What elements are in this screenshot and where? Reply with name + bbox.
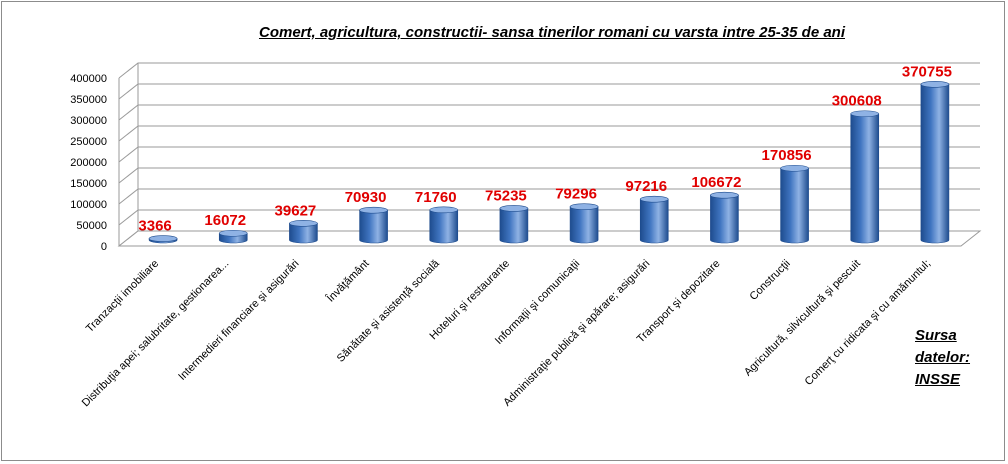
x-tick-label: Agricultură, silvicultură şi pescuit <box>742 258 863 379</box>
bar-top <box>289 220 318 227</box>
x-tick-label: Transport şi depozitare <box>635 258 723 346</box>
bar-top <box>499 205 529 212</box>
bar <box>850 113 880 244</box>
y-tick-label: 150000 <box>70 178 107 190</box>
data-label: 79296 <box>555 186 597 203</box>
bar <box>429 209 459 244</box>
x-tick-label: Distribuţia apei; salubritate, gestionar… <box>80 258 232 410</box>
y-tick-label: 50000 <box>76 220 107 232</box>
y-tick-label: 300000 <box>70 115 107 127</box>
y-tick-label: 400000 <box>70 73 107 85</box>
bar-top <box>780 164 809 172</box>
bar <box>499 208 529 244</box>
x-tick-label: Administraţie publică şi apărare; asigur… <box>501 258 652 409</box>
data-label: 16072 <box>204 212 246 229</box>
x-tick-label: Hoteluri şi restaurante <box>427 258 512 343</box>
bar-top <box>429 206 459 214</box>
x-tick-label: Tranzacţii imobiliare <box>84 258 161 335</box>
bar <box>780 167 809 244</box>
gridline <box>118 62 980 79</box>
chart-title: Comert, agricultura, constructii- sansa … <box>258 24 845 41</box>
bar <box>710 194 739 244</box>
x-tick-label: Construcţii <box>747 258 792 303</box>
y-tick-label: 200000 <box>70 157 107 169</box>
bar-top <box>639 195 669 203</box>
bar <box>359 209 388 244</box>
data-label: 3366 <box>138 218 171 235</box>
y-tick-label: 350000 <box>70 94 107 106</box>
bar-top <box>148 235 178 242</box>
bar-top <box>218 229 248 237</box>
bar-top <box>920 80 950 88</box>
y-tick-label: 100000 <box>70 199 107 211</box>
bar-top <box>850 110 880 118</box>
bar-top <box>569 203 599 210</box>
data-label: 370755 <box>902 63 952 80</box>
data-label: 71760 <box>415 189 457 206</box>
x-tick-label: Comerţ cu ridicata şi cu amănuntul; <box>803 258 933 388</box>
data-label: 106672 <box>691 174 741 191</box>
data-label: 300608 <box>832 93 882 110</box>
data-label: 70930 <box>345 189 387 206</box>
bar <box>920 83 950 244</box>
bar <box>289 223 318 244</box>
data-label: 39627 <box>275 202 317 219</box>
x-tick-label: Intermedieri financiare şi asigurări <box>176 258 301 383</box>
x-tick-label: Învăţământ <box>323 257 371 305</box>
source-note: Sursa datelor: INSSE <box>915 327 971 388</box>
chart-floor <box>117 230 982 247</box>
y-tick-label: 250000 <box>70 136 107 148</box>
bar-top <box>710 191 739 199</box>
data-label: 75235 <box>485 187 527 204</box>
y-tick-label: 0 <box>101 241 107 253</box>
data-label: 97216 <box>625 178 667 195</box>
data-label: 170856 <box>762 147 812 164</box>
bar <box>639 198 669 244</box>
bar-top <box>359 206 388 214</box>
bar <box>569 206 599 244</box>
